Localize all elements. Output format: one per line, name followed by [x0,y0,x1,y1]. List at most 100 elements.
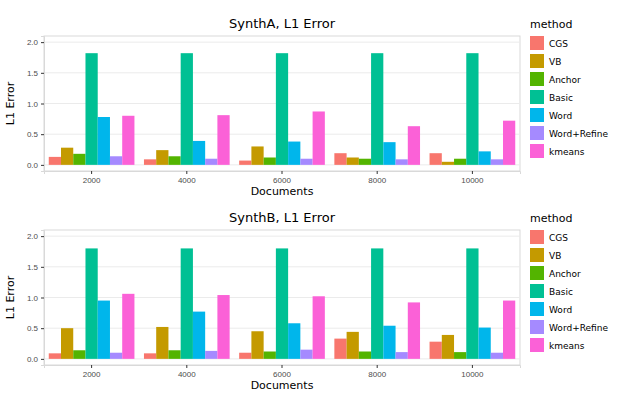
legend-label: Word [549,111,572,121]
legend-label: Anchor [549,269,581,279]
y-tick-label: 2.0 [27,232,39,241]
legend: method CGS VB Anchor Basic Word Word+Refine kme… [530,212,608,352]
legend-item: Word [530,108,572,122]
bar [454,159,466,165]
y-tick-mark [41,236,44,237]
bar [430,153,442,165]
bar [193,141,205,165]
bar [479,328,491,359]
legend-label: Word+Refine [549,129,608,139]
bar [334,153,346,165]
bar [383,326,395,359]
y-tick-mark [41,73,44,74]
legend-item: Word [530,302,572,316]
x-tick-label: 6000 [273,370,291,379]
x-tick-label: 10000 [461,370,484,379]
bar [491,159,503,165]
bar [144,159,156,165]
x-tick: 8000 [368,171,386,185]
x-tick: 6000 [273,171,291,185]
bar [313,296,325,359]
legend-item: Basic [530,284,573,298]
bar [503,301,515,359]
legend-label: kmeans [549,341,585,351]
grid-line [44,236,520,237]
bar [49,353,61,359]
bar [503,121,515,165]
legend-item: kmeans [530,338,585,352]
legend-swatch [530,284,544,298]
x-tick-label: 2000 [83,176,101,185]
y-tick: 1.0 [27,294,44,303]
x-tick-label: 2000 [83,370,101,379]
x-axis-title: Documents [251,185,314,198]
bar [122,294,134,359]
x-tick-mark [91,171,92,174]
legend-label: CGS [549,233,568,243]
bar [491,353,503,359]
y-tick-label: 0.5 [27,130,39,139]
y-axis-title: L1 Error [4,81,17,125]
bar [276,248,288,358]
legend-label: Basic [549,287,573,297]
x-axis-line [45,366,521,369]
legend-label: Anchor [549,75,581,85]
bar [205,351,217,359]
chart-title: SynthB, L1 Error [229,210,336,225]
y-tick: 1.5 [27,69,44,78]
chart-title: SynthA, L1 Error [229,16,336,31]
x-tick: 6000 [273,365,291,379]
bar [122,116,134,165]
legend-label: kmeans [549,147,585,157]
y-axis: 0.00.51.01.52.0 [27,37,45,172]
legend-swatch [530,72,544,86]
legend-swatch [530,302,544,316]
y-tick-label: 1.5 [27,69,39,78]
legend-title: method [530,212,572,225]
bar [442,162,454,165]
bar [217,295,229,359]
y-tick-mark [41,359,44,360]
bar [217,115,229,165]
bar [300,159,312,165]
bar [313,111,325,164]
y-tick-mark [41,267,44,268]
bar [61,328,73,359]
x-tick: 4000 [178,171,196,185]
legend-label: Word+Refine [549,323,608,333]
bar [61,148,73,165]
legend-item: VB [530,248,561,262]
x-tick-label: 10000 [461,176,484,185]
y-tick: 0.5 [27,130,44,139]
plot-frame [44,36,520,171]
x-tick-mark [91,365,92,368]
legend-label: Basic [549,93,573,103]
bar [479,151,491,165]
x-tick: 2000 [83,365,101,379]
bar [359,352,371,359]
y-tick-label: 1.5 [27,263,39,272]
bar [98,117,110,165]
bar [144,353,156,359]
bar [430,342,442,359]
legend-item: Basic [530,90,573,104]
bar [276,53,288,165]
bar [442,335,454,359]
legend-item: Word+Refine [530,126,608,140]
x-axis-title: Documents [251,379,314,392]
bar [396,352,408,359]
x-tick-mark [186,365,187,368]
x-tick: 2000 [83,171,101,185]
legend-swatch [530,248,544,262]
legend-item: VB [530,54,561,68]
legend-swatch [530,266,544,280]
bar [264,352,276,359]
y-tick-label: 2.0 [27,38,39,47]
bar [85,248,97,358]
x-tick-label: 4000 [178,176,196,185]
legend-label: VB [549,57,561,67]
x-tick-mark [472,171,473,174]
chart-root: 0.00.51.01.52.0200040006000800010000Synt… [0,0,640,394]
legend-swatch [530,338,544,352]
legend-item: kmeans [530,144,585,158]
